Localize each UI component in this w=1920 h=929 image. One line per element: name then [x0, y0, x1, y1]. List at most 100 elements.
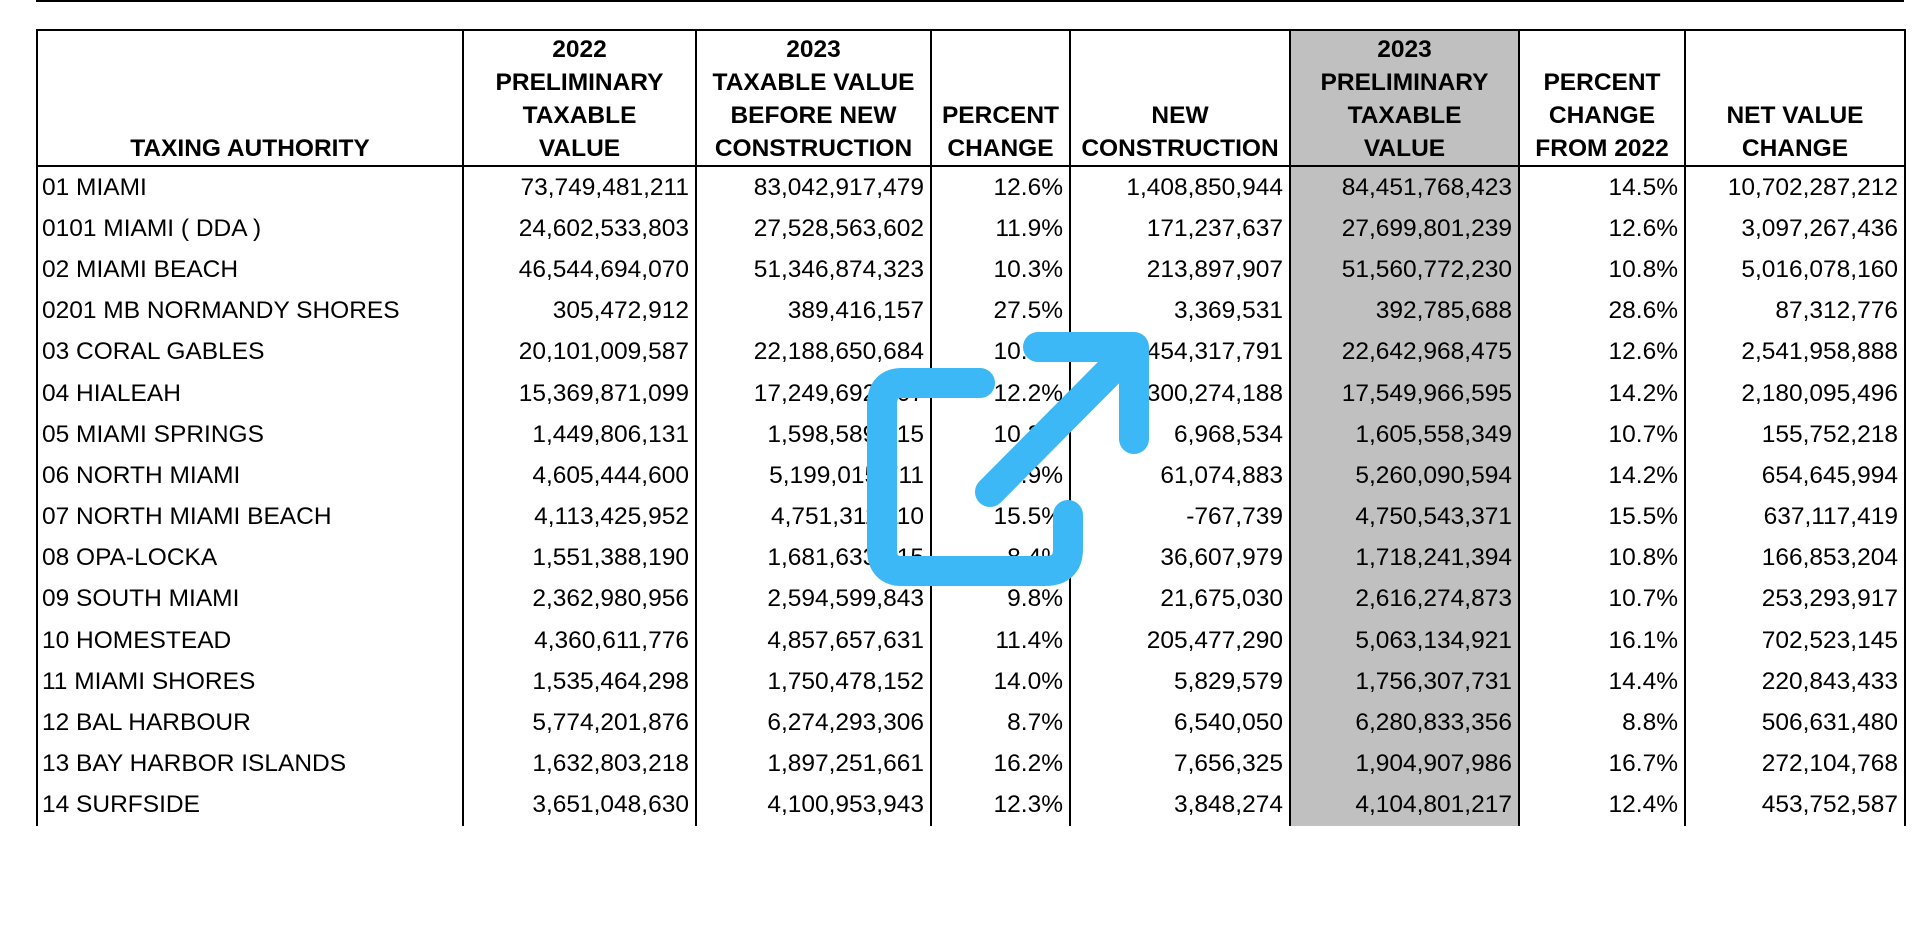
column-header-2023-taxable-value-before-new-construction: 2023 TAXABLE VALUE BEFORE NEW CONSTRUCTION: [695, 29, 932, 167]
value-cell: 6,968,534: [1069, 414, 1291, 456]
table-row: 13 BAY HARBOR ISLANDS 1,632,803,218 1,897,…: [36, 743, 1906, 785]
table-row: 10 HOMESTEAD 4,360,611,776 4,857,657,631 11…: [36, 620, 1906, 662]
taxing-authority-cell: 05 MIAMI SPRINGS: [36, 414, 464, 456]
value-cell: 4,360,611,776: [462, 620, 697, 662]
column-header-line: PRELIMINARY: [1320, 69, 1489, 96]
table-row: 07 NORTH MIAMI BEACH 4,113,425,952 4,751,3…: [36, 496, 1906, 538]
value-cell: 27,528,563,602: [695, 208, 932, 250]
value-cell: 15,369,871,099: [462, 372, 697, 415]
value-cell: 16.2%: [930, 743, 1071, 785]
value-cell: 637,117,419: [1684, 496, 1906, 538]
column-header-line: TAXABLE: [522, 102, 637, 129]
value-cell: 12.6%: [1518, 208, 1686, 250]
value-cell: 15.5%: [1518, 496, 1686, 538]
value-cell: 27,699,801,239: [1289, 208, 1520, 250]
value-cell: 4,605,444,600: [462, 455, 697, 497]
table-row: 03 CORAL GABLES 20,101,009,587 22,188,650,…: [36, 331, 1906, 373]
value-cell: 14.0%: [930, 661, 1071, 703]
value-cell: 12.6%: [1518, 331, 1686, 373]
table-header: TAXING AUTHORITY 2022 PRELIMINARY TAXABLE VA…: [36, 29, 1906, 167]
column-header-line: VALUE: [1363, 135, 1446, 162]
column-header-taxing-authority: TAXING AUTHORITY: [36, 29, 464, 167]
taxing-authority-cell: 01 MIAMI: [36, 166, 464, 209]
taxing-authority-cell: 09 SOUTH MIAMI: [36, 578, 464, 621]
value-cell: 3,369,531: [1069, 290, 1291, 332]
column-header-line: CHANGE: [947, 135, 1054, 162]
value-cell: 1,632,803,218: [462, 743, 697, 785]
value-cell: 5,063,134,921: [1289, 620, 1520, 662]
value-cell: 51,560,772,230: [1289, 249, 1520, 291]
column-header-line: VALUE: [538, 135, 621, 162]
value-cell: 14.2%: [1518, 455, 1686, 497]
taxing-authority-cell: 0101 MIAMI ( DDA ): [36, 208, 464, 250]
column-header-line: BEFORE NEW: [730, 102, 897, 129]
value-cell: 5,260,090,594: [1289, 455, 1520, 497]
header-row: TAXING AUTHORITY 2022 PRELIMINARY TAXABLE VA…: [36, 29, 1906, 167]
value-cell: 11.9%: [930, 208, 1071, 250]
value-cell: 1,904,907,986: [1289, 743, 1520, 785]
value-cell: 702,523,145: [1684, 620, 1906, 662]
value-cell: 305,472,912: [462, 290, 697, 332]
taxable-value-table-container: TAXING AUTHORITY 2022 PRELIMINARY TAXABLE VA…: [36, 29, 1906, 929]
value-cell: 5,016,078,160: [1684, 249, 1906, 291]
taxing-authority-cell: 08 OPA-LOCKA: [36, 537, 464, 579]
value-cell: 1,408,850,944: [1069, 166, 1291, 209]
value-cell: 7,656,325: [1069, 743, 1291, 785]
value-cell: 10.8%: [1518, 537, 1686, 579]
value-cell: 5,829,579: [1069, 661, 1291, 703]
value-cell: 4,113,425,952: [462, 496, 697, 538]
value-cell: 28.6%: [1518, 290, 1686, 332]
value-cell: 8.7%: [930, 702, 1071, 744]
taxing-authority-cell: 14 SURFSIDE: [36, 784, 464, 826]
table-row: 14 SURFSIDE 3,651,048,630 4,100,953,943 12.…: [36, 784, 1906, 826]
open-in-new-icon-box: [867, 368, 1083, 586]
value-cell: 6,274,293,306: [695, 702, 932, 744]
taxing-authority-cell: 10 HOMESTEAD: [36, 620, 464, 662]
value-cell: 10.3%: [930, 249, 1071, 291]
value-cell: 15.5%: [930, 496, 1071, 538]
value-cell: 84,451,768,423: [1289, 166, 1520, 209]
value-cell: 87,312,776: [1684, 290, 1906, 332]
open-in-new-icon[interactable]: [850, 325, 1180, 645]
value-cell: 22,188,650,684: [695, 331, 932, 373]
value-cell: 1,756,307,731: [1289, 661, 1520, 703]
value-cell: 36,607,979: [1069, 537, 1291, 579]
table-row: 05 MIAMI SPRINGS 1,449,806,131 1,598,589,8…: [36, 414, 1906, 456]
value-cell: 4,750,543,371: [1289, 496, 1520, 538]
value-cell: 2,541,958,888: [1684, 331, 1906, 373]
value-cell: 16.7%: [1518, 743, 1686, 785]
value-cell: 17,549,966,595: [1289, 372, 1520, 415]
value-cell: 1,605,558,349: [1289, 414, 1520, 456]
value-cell: 10,702,287,212: [1684, 166, 1906, 209]
column-header-line: NEW: [1151, 102, 1209, 129]
value-cell: -767,739: [1069, 496, 1291, 538]
column-header-line: FROM 2022: [1535, 135, 1669, 162]
value-cell: 21,675,030: [1069, 578, 1291, 621]
value-cell: 1,551,388,190: [462, 537, 697, 579]
value-cell: 155,752,218: [1684, 414, 1906, 456]
column-header-new-construction: NEW CONSTRUCTION: [1069, 29, 1291, 167]
taxing-authority-cell: 04 HIALEAH: [36, 372, 464, 415]
value-cell: 166,853,204: [1684, 537, 1906, 579]
open-in-new-icon-arrow: [975, 332, 1149, 507]
value-cell: 4,104,801,217: [1289, 784, 1520, 826]
column-header-percent-change-from-2022: PERCENT CHANGE FROM 2022: [1518, 29, 1686, 167]
column-header-line: 2023: [786, 36, 841, 63]
value-cell: 14.4%: [1518, 661, 1686, 703]
value-cell: 16.1%: [1518, 620, 1686, 662]
value-cell: 1,449,806,131: [462, 414, 697, 456]
column-header-line: TAXABLE: [1347, 102, 1462, 129]
table-row: 12 BAL HARBOUR 5,774,201,876 6,274,293,306…: [36, 702, 1906, 744]
value-cell: 3,097,267,436: [1684, 208, 1906, 250]
value-cell: 20,101,009,587: [462, 331, 697, 373]
column-header-line: CONSTRUCTION: [1081, 135, 1279, 162]
value-cell: 392,785,688: [1289, 290, 1520, 332]
value-cell: 24,602,533,803: [462, 208, 697, 250]
value-cell: 389,416,157: [695, 290, 932, 332]
value-cell: 453,752,587: [1684, 784, 1906, 826]
taxing-authority-cell: 02 MIAMI BEACH: [36, 249, 464, 291]
taxing-authority-cell: 03 CORAL GABLES: [36, 331, 464, 373]
value-cell: 213,897,907: [1069, 249, 1291, 291]
table-row: 02 MIAMI BEACH 46,544,694,070 51,346,874,3…: [36, 249, 1906, 291]
column-header-line: TAXING AUTHORITY: [130, 135, 370, 162]
